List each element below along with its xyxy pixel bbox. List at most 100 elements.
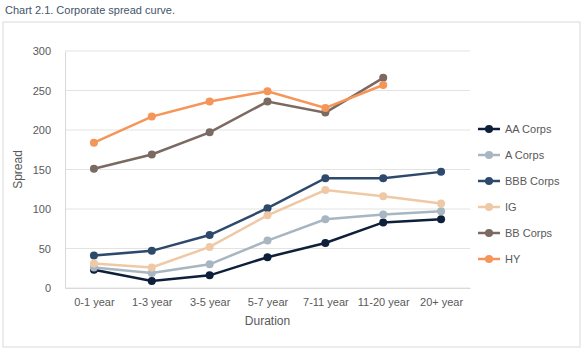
series-marker xyxy=(148,247,156,255)
x-tick: 7-11 year xyxy=(303,288,349,308)
series-line xyxy=(94,172,441,256)
y-tick: 200 xyxy=(33,124,65,136)
legend-label: BB Corps xyxy=(505,227,553,239)
series-marker xyxy=(206,231,214,239)
series-line xyxy=(94,190,441,267)
series-marker xyxy=(379,192,387,200)
series-marker xyxy=(264,211,272,219)
series-marker xyxy=(264,253,272,261)
y-axis: 0 50 100 150 200 250 300 xyxy=(33,45,66,294)
y-tick: 150 xyxy=(33,164,65,176)
series-marker xyxy=(437,215,445,223)
chart: Chart 2.1. Corporate spread curve. 0 50 100… xyxy=(0,0,584,352)
series-line xyxy=(94,78,383,169)
x-tick: 20+ year xyxy=(420,288,463,308)
legend-label: BBB Corps xyxy=(505,175,560,187)
series-marker xyxy=(148,150,156,158)
y-tick: 300 xyxy=(33,45,65,57)
legend-item: A Corps xyxy=(478,149,545,161)
y-tick: 50 xyxy=(39,243,65,255)
y-tick-label: 0 xyxy=(45,282,51,294)
series xyxy=(90,215,445,285)
legend-marker xyxy=(485,203,493,211)
series-marker xyxy=(206,243,214,251)
grid-line xyxy=(65,248,470,249)
series-marker xyxy=(206,260,214,268)
series-marker xyxy=(321,239,329,247)
series-marker xyxy=(264,87,272,95)
series-marker xyxy=(379,211,387,219)
x-tick: 5-7 year xyxy=(248,288,289,308)
marks xyxy=(90,74,445,285)
y-tick: 100 xyxy=(33,203,65,215)
series-marker xyxy=(437,199,445,207)
series-marker xyxy=(148,263,156,271)
y-axis-line xyxy=(65,52,66,289)
y-tick-label: 250 xyxy=(33,85,51,97)
grid-line xyxy=(65,51,470,52)
x-tick-label: 1-3 year xyxy=(132,296,173,308)
series-marker xyxy=(264,204,272,212)
series xyxy=(90,168,445,260)
legend-marker xyxy=(485,255,493,263)
grid-line xyxy=(65,288,470,289)
x-tick-label: 20+ year xyxy=(420,296,463,308)
series-marker xyxy=(321,215,329,223)
chart-frame xyxy=(3,22,580,347)
series-marker xyxy=(90,165,98,173)
x-tick-label: 5-7 year xyxy=(248,296,289,308)
series-marker xyxy=(206,271,214,279)
y-tick-label: 150 xyxy=(33,164,51,176)
y-tick-label: 300 xyxy=(33,45,51,57)
series-marker xyxy=(321,104,329,112)
legend-marker xyxy=(485,151,493,159)
series xyxy=(90,74,387,173)
x-axis: 0-1 year 1-3 year 3-5 year 5-7 year 7-11 yea… xyxy=(66,288,471,308)
series-marker xyxy=(379,218,387,226)
series-marker xyxy=(437,168,445,176)
grid-line xyxy=(65,169,470,170)
legend-marker xyxy=(485,125,493,133)
legend-item: HY xyxy=(478,253,521,265)
series xyxy=(90,81,387,147)
x-tick-label: 11-20 year xyxy=(358,296,410,308)
title: Chart 2.1. Corporate spread curve. xyxy=(5,4,175,16)
series-marker xyxy=(90,260,98,268)
series-marker xyxy=(148,277,156,285)
legend-label: IG xyxy=(505,201,517,213)
legend-label: A Corps xyxy=(505,149,545,161)
x-axis-title: Duration xyxy=(245,314,290,328)
series-line xyxy=(94,85,383,143)
series-marker xyxy=(264,98,272,106)
series xyxy=(90,186,445,271)
series-marker xyxy=(321,174,329,182)
legend-marker xyxy=(485,229,493,237)
series-marker xyxy=(264,237,272,245)
series-marker xyxy=(379,74,387,82)
legend-item: IG xyxy=(478,201,517,213)
series-marker xyxy=(148,113,156,121)
series-marker xyxy=(379,81,387,89)
y-tick-label: 200 xyxy=(33,124,51,136)
legend-item: BB Corps xyxy=(478,227,553,239)
x-axis-line xyxy=(66,288,471,289)
series-marker xyxy=(379,174,387,182)
grid xyxy=(65,51,470,288)
series-line xyxy=(94,211,441,273)
legend-item: AA Corps xyxy=(478,123,552,135)
series-marker xyxy=(321,186,329,194)
x-tick-label: 3-5 year xyxy=(190,296,231,308)
y-axis-title: Spread xyxy=(11,150,25,189)
series-marker xyxy=(206,98,214,106)
x-tick: 3-5 year xyxy=(190,288,231,308)
legend-label: AA Corps xyxy=(505,123,552,135)
legend: AA Corps A Corps BBB Corps IG BB Corps HY xyxy=(478,123,560,265)
legend-label: HY xyxy=(505,253,521,265)
series-marker xyxy=(90,252,98,260)
legend-marker xyxy=(485,177,493,185)
x-tick: 1-3 year xyxy=(132,288,173,308)
x-tick-label: 0-1 year xyxy=(74,296,115,308)
x-tick-label: 7-11 year xyxy=(303,296,349,308)
y-tick: 250 xyxy=(33,85,65,97)
series-marker xyxy=(437,207,445,215)
